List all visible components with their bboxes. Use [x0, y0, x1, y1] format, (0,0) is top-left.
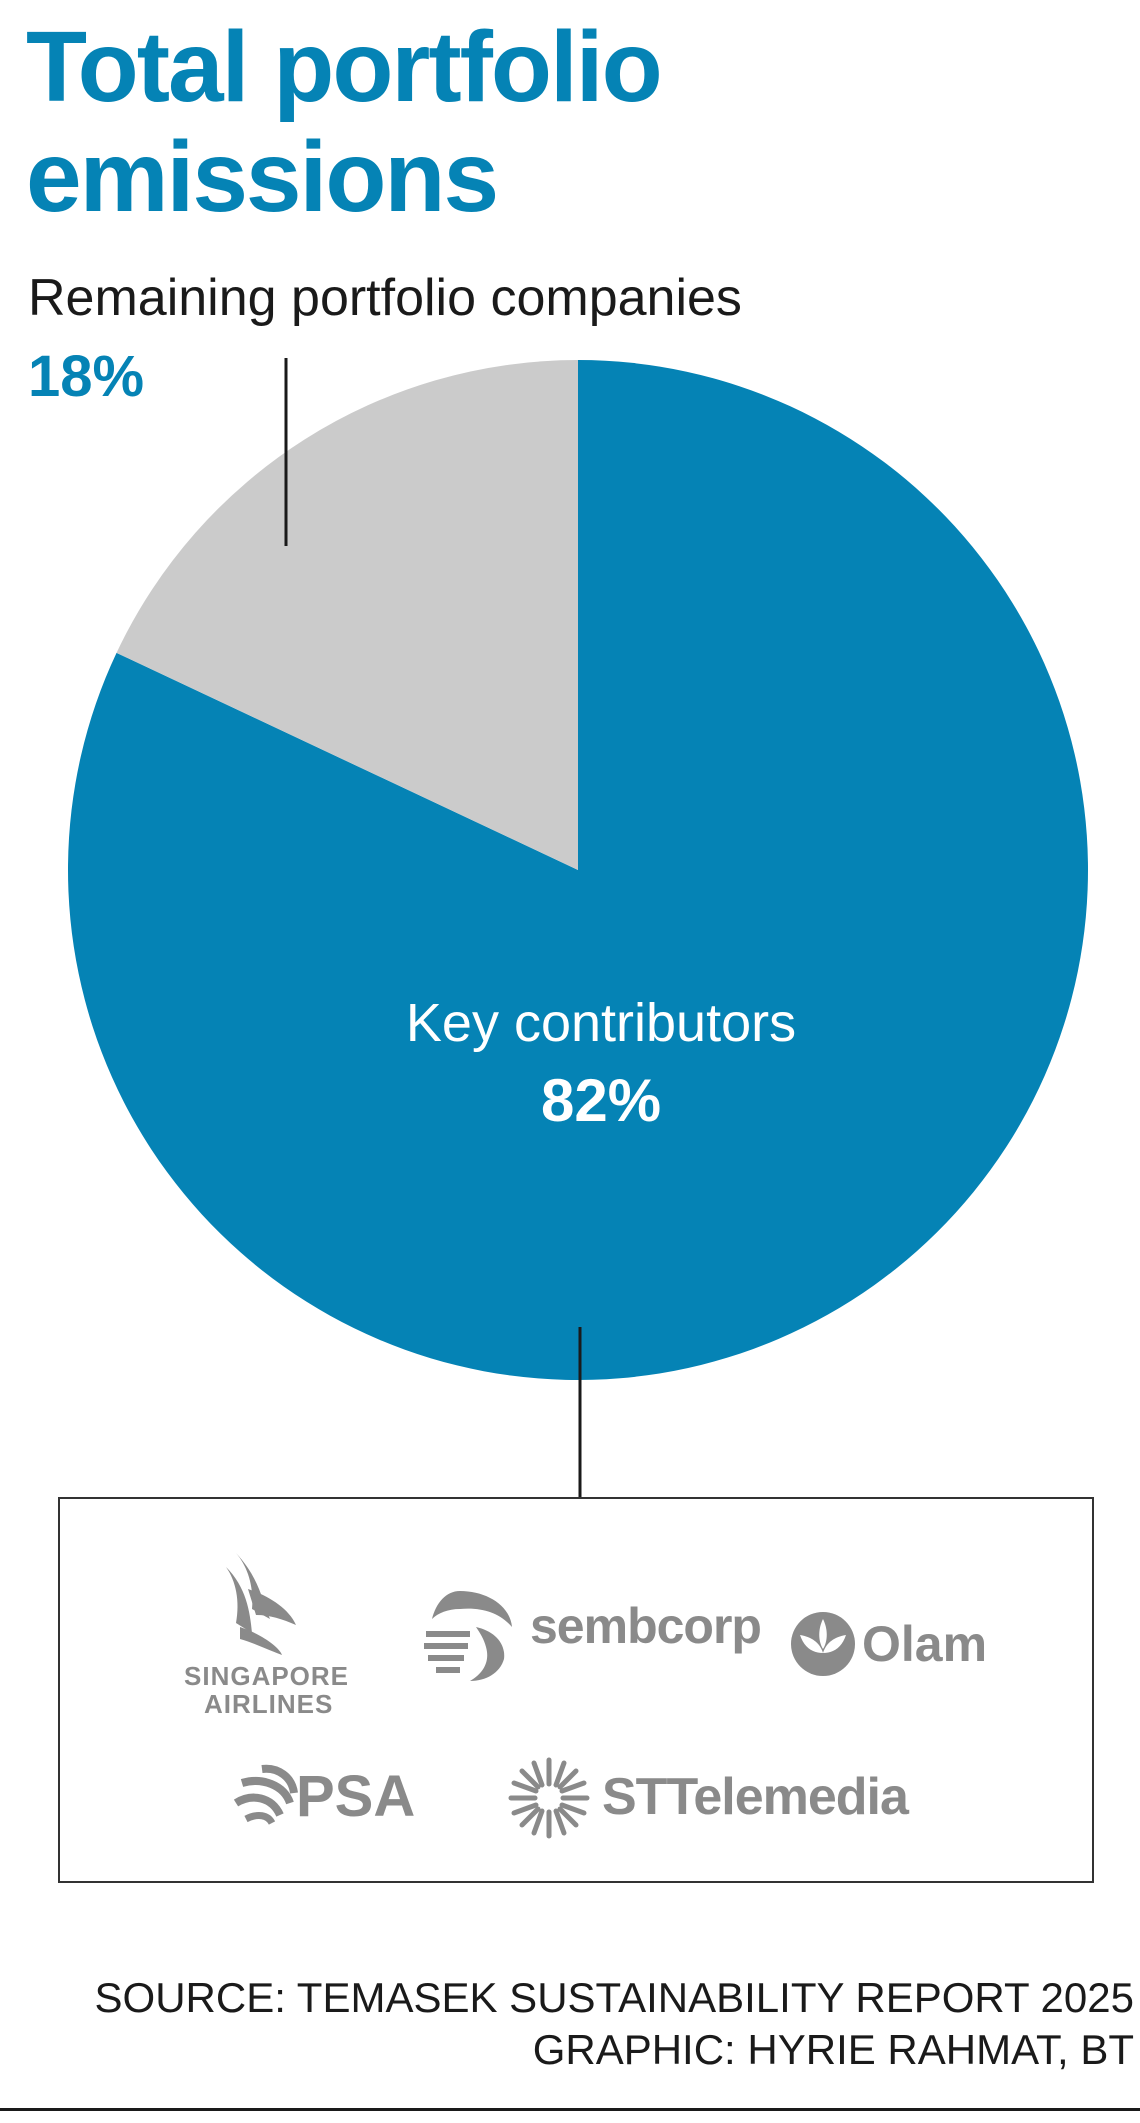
pie-chart [68, 358, 1089, 1497]
pie-slice-remaining [116, 360, 578, 870]
logo-psa: PSA [232, 1759, 432, 1839]
slice-label-key: Key contributors [405, 993, 797, 1053]
logo-st-telemedia: STTelemedia [508, 1757, 988, 1841]
bottom-rule [0, 2108, 1140, 2111]
st-telemedia-burst-icon [508, 1757, 590, 1839]
sia-wordmark-line-2: AIRLINES [204, 1689, 334, 1719]
st-telemedia-wordmark: STTelemedia [602, 1768, 909, 1826]
sia-bird-icon [226, 1553, 296, 1655]
slice-value-key: 82% [540, 1067, 662, 1134]
logo-box: SINGAPORE AIRLINES sembcorp Olam [58, 1497, 1094, 1883]
psa-wordmark: PSA [296, 1764, 416, 1829]
olam-leaf-icon [791, 1612, 855, 1676]
title-line-1: Total portfolio [26, 11, 663, 123]
logo-olam: Olam [790, 1611, 1000, 1681]
sia-wordmark-line-1: SINGAPORE [184, 1661, 350, 1691]
logo-sembcorp: sembcorp [420, 1587, 762, 1687]
sembcorp-wordmark: sembcorp [530, 1598, 762, 1654]
source-line: SOURCE: TEMASEK SUSTAINABILITY REPORT 20… [94, 1974, 1134, 2021]
slice-label-remaining: Remaining portfolio companies [28, 269, 742, 327]
chart-title: Total portfolio emissions [26, 11, 663, 233]
source-credit: SOURCE: TEMASEK SUSTAINABILITY REPORT 20… [95, 1972, 1134, 2076]
graphic-credit-line: GRAPHIC: HYRIE RAHMAT, BT [532, 2026, 1134, 2073]
title-line-2: emissions [26, 121, 499, 233]
psa-globe-icon [233, 1764, 298, 1825]
slice-value-remaining: 18% [28, 344, 145, 409]
logo-singapore-airlines: SINGAPORE AIRLINES [170, 1549, 348, 1719]
olam-wordmark: Olam [862, 1616, 988, 1672]
sembcorp-sphere-icon [424, 1591, 512, 1681]
pie-slice-key-contributors [68, 360, 1089, 1380]
